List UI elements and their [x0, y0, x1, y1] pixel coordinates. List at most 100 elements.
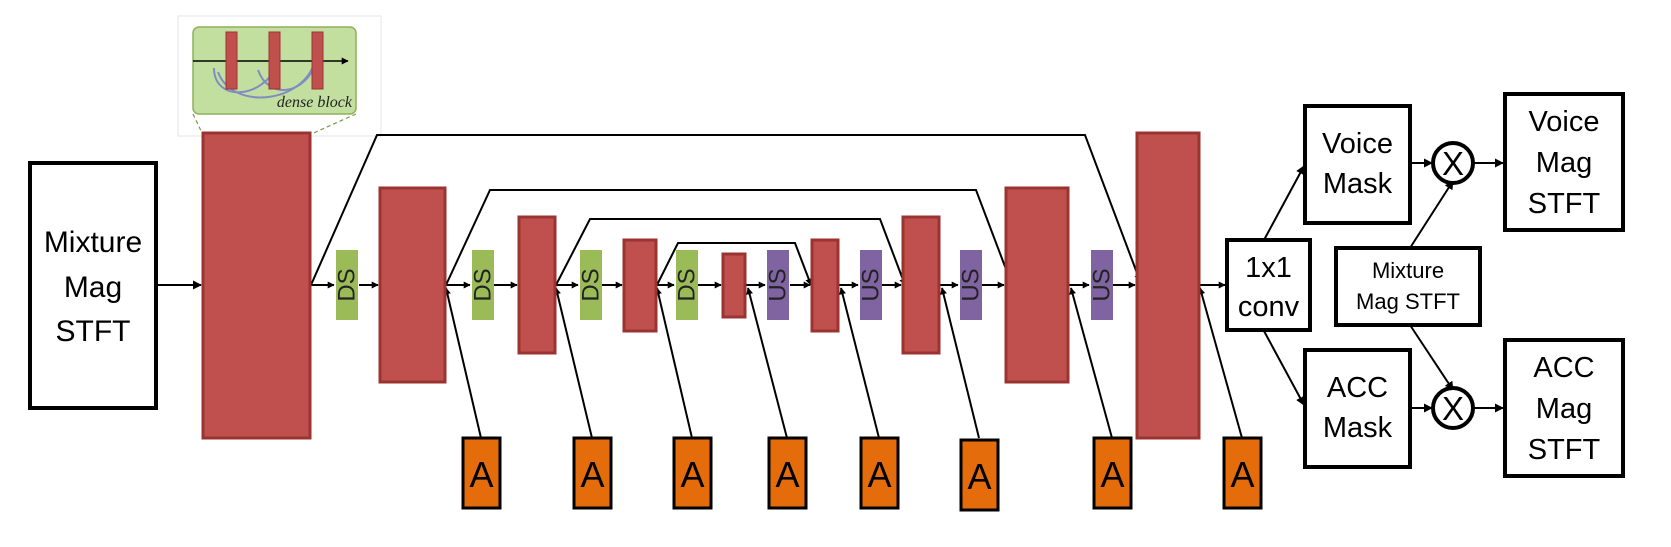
downsample-block-4: DS — [674, 250, 701, 320]
attention-line-7 — [1069, 287, 1113, 439]
arrow-mixture-to-voice-multiply — [1409, 180, 1454, 249]
downsample-block-1-bg — [336, 250, 358, 320]
voice-output-label-line-1: Voice — [1529, 106, 1600, 138]
dense-block-1 — [201, 131, 312, 440]
downsample-block-4-label: DS — [674, 268, 701, 301]
dense-block-7 — [901, 215, 941, 355]
attention-blocks: A A A A A A A A — [461, 436, 1263, 512]
attention-line-1 — [444, 287, 482, 439]
upsample-block-4-bg — [1091, 250, 1113, 320]
dense-blocks — [201, 131, 1201, 440]
dense-block-5 — [721, 252, 747, 319]
attention-block-8-bg — [1222, 436, 1263, 510]
attention-block-2: A — [572, 436, 613, 510]
attention-line-4 — [746, 287, 788, 439]
attention-block-2-label: A — [580, 454, 604, 495]
multiply-icon: X — [1442, 145, 1464, 182]
multiply-node-acc: X — [1431, 386, 1475, 430]
downsample-block-4-bg — [676, 250, 698, 320]
acc-output-frame — [1503, 338, 1625, 478]
attention-block-6-label: A — [967, 456, 991, 497]
mixture-reference-label-line-1: Mixture — [1372, 258, 1444, 283]
acc-mask-box: ACC Mask — [1303, 348, 1412, 469]
conv-label-line-1: 1x1 — [1245, 252, 1292, 284]
downsample-block-3-label: DS — [578, 268, 605, 301]
arrow-conv-to-acc-mask — [1263, 330, 1305, 406]
inset-label: dense block — [277, 94, 353, 111]
downsample-block-1-label: DS — [334, 268, 361, 301]
voice-mask-box: Voice Mask — [1303, 104, 1412, 225]
dense-block-3 — [517, 215, 557, 355]
voice-mask-label-line-2: Mask — [1323, 168, 1393, 200]
attention-block-5-label: A — [867, 454, 891, 495]
input-label-line-2: Mag — [64, 271, 122, 304]
arrow-mixture-to-acc-multiply — [1409, 324, 1454, 391]
output-branch-arrows — [1263, 158, 1504, 413]
attention-block-8-label: A — [1230, 454, 1254, 495]
dense-block-8 — [1004, 186, 1070, 384]
inset-layer-3 — [311, 31, 324, 90]
attention-block-7-bg — [1092, 436, 1133, 510]
attention-block-3-bg — [672, 436, 713, 510]
attention-block-4: A — [767, 436, 808, 510]
upsample-block-3: US — [958, 250, 985, 320]
dense-block-inset: dense block — [177, 15, 382, 137]
arrow-conv-to-voice-mask — [1263, 165, 1305, 241]
multiply-node-voice: X — [1431, 141, 1475, 185]
inset-pointer-left — [192, 113, 204, 136]
voice-mask-label-line-1: Voice — [1322, 128, 1393, 160]
inset-dense-connection-2 — [217, 63, 315, 99]
voice-output-frame — [1503, 92, 1625, 232]
attention-block-8: A — [1222, 436, 1263, 510]
upsample-block-2-label: US — [858, 268, 885, 301]
attention-block-7: A — [1092, 436, 1133, 510]
attention-block-6-bg — [959, 438, 1000, 512]
attention-block-1-bg — [461, 436, 502, 510]
acc-output-label-line-3: STFT — [1528, 434, 1601, 466]
skip-connection-3 — [555, 218, 907, 286]
acc-mask-label-line-1: ACC — [1327, 372, 1388, 404]
attention-block-3: A — [672, 436, 713, 510]
dense-block-4 — [622, 238, 658, 333]
mixture-reference-box: Mixture Mag STFT — [1334, 246, 1482, 327]
upsample-block-2: US — [858, 250, 885, 320]
conv-label-line-2: conv — [1238, 291, 1300, 323]
attention-block-5-bg — [859, 436, 900, 510]
downsample-block-3: DS — [578, 250, 605, 320]
voice-output-box: Voice Mag STFT — [1503, 92, 1625, 232]
acc-mask-label-line-2: Mask — [1323, 412, 1393, 444]
inset-pointer-right — [308, 113, 357, 136]
skip-connection-2 — [445, 189, 1014, 286]
voice-mask-frame — [1303, 104, 1412, 225]
input-label-line-3: STFT — [56, 315, 131, 348]
downsample-block-2: DS — [470, 250, 497, 320]
attention-block-5: A — [859, 436, 900, 510]
attention-block-1-label: A — [469, 454, 493, 495]
multiply-icon: X — [1442, 390, 1464, 427]
attention-line-5 — [839, 287, 880, 439]
upsample-block-1-label: US — [765, 268, 792, 301]
attention-block-1: A — [461, 436, 502, 510]
upsample-block-4-label: US — [1089, 268, 1116, 301]
attention-block-7-label: A — [1100, 454, 1124, 495]
downsample-block-3-bg — [580, 250, 602, 320]
input-mixture-box: Mixture Mag STFT — [28, 161, 158, 410]
acc-output-label-line-2: Mag — [1536, 393, 1592, 425]
attention-block-6: A — [959, 438, 1000, 512]
mixture-reference-frame — [1334, 246, 1482, 327]
upsample-blocks: US US US US — [765, 250, 1116, 320]
skip-connection-1 — [310, 134, 1142, 286]
inset-layer-2 — [268, 31, 281, 90]
mixture-reference-label-line-2: Mag STFT — [1356, 289, 1460, 314]
downsample-block-2-bg — [472, 250, 494, 320]
upsample-block-2-bg — [860, 250, 882, 320]
attention-block-2-bg — [572, 436, 613, 510]
attention-block-3-label: A — [680, 454, 704, 495]
downsample-block-1: DS — [334, 250, 361, 320]
upsample-block-3-bg — [960, 250, 982, 320]
downsample-blocks: DS DS DS DS — [334, 250, 701, 320]
input-label-line-1: Mixture — [44, 226, 142, 259]
upsample-block-1: US — [765, 250, 792, 320]
downsample-block-2-label: DS — [470, 268, 497, 301]
